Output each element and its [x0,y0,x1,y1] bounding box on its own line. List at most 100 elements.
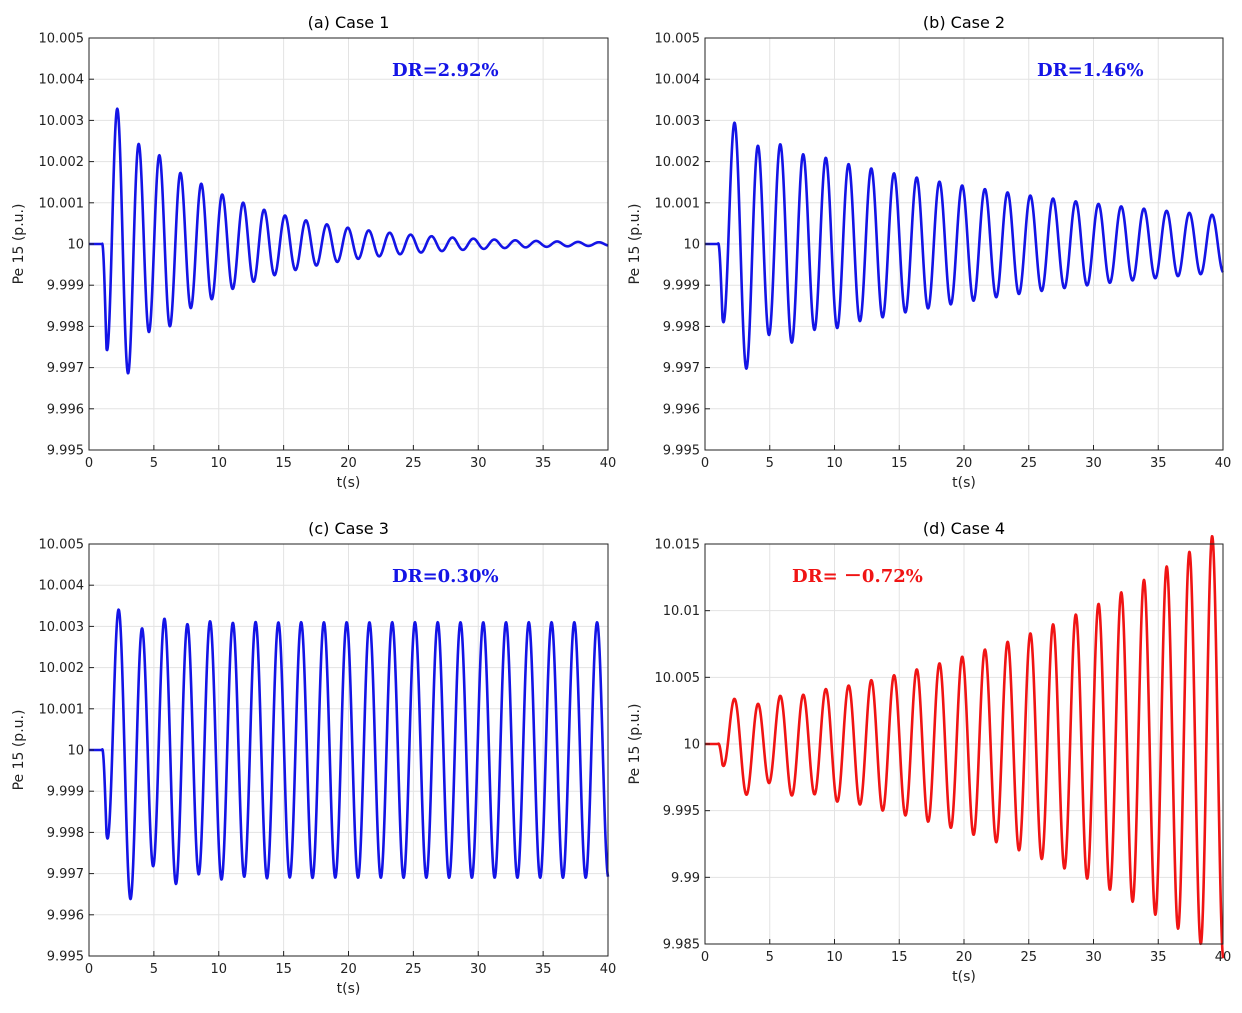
x-tick-label: 15 [891,456,908,471]
y-tick-label: 9.997 [663,361,700,376]
chart-title: (b) Case 2 [923,13,1005,32]
y-tick-label: 10.001 [39,702,85,717]
x-tick-label: 35 [1150,456,1167,471]
y-tick-label: 10.002 [39,155,85,170]
y-axis-label: Pe 15 (p.u.) [627,204,643,285]
y-tick-label: 10.002 [39,661,85,676]
y-tick-label: 10.01 [663,604,700,619]
chart-title: (a) Case 1 [308,13,390,32]
x-tick-label: 5 [150,962,158,977]
x-tick-label: 5 [766,456,774,471]
y-tick-label: 10.005 [655,32,701,47]
y-tick-label: 9.995 [663,804,700,819]
y-tick-label: 9.995 [47,444,84,459]
x-tick-label: 5 [766,950,774,965]
y-tick-label: 9.99 [671,871,700,886]
x-tick-label: 0 [85,962,93,977]
y-tick-label: 10.003 [39,114,85,129]
panel-case-2: 0 5 10 15 20 25 30 35 40 9.995 9.996 9.997 9.998 9.99… [627,13,1231,491]
damping-ratio-annotation: DR= －0.72% [792,566,923,587]
y-tick-label: 10 [67,238,84,253]
x-tick-label: 30 [1085,456,1102,471]
x-tick-label: 10 [210,962,227,977]
panel-case-3: 0 5 10 15 20 25 30 35 40 9.995 9.996 9.997 9.998 9.99… [11,519,616,997]
x-tick-label: 30 [470,456,487,471]
y-tick-label: 9.998 [47,826,84,841]
x-tick-label: 40 [1215,950,1232,965]
chart-title: (c) Case 3 [308,519,389,538]
y-tick-label: 9.995 [663,444,700,459]
y-tick-label: 9.997 [47,867,84,882]
x-tick-label: 15 [275,456,292,471]
x-tick-label: 5 [150,456,158,471]
chart-title: (d) Case 4 [923,519,1005,538]
y-tick-label: 9.999 [47,785,84,800]
damping-ratio-annotation: DR=0.30% [392,566,499,587]
series-line [88,608,610,901]
y-tick-label: 10.005 [39,32,85,47]
y-tick-label: 9.996 [663,402,700,417]
y-tick-label: 9.996 [47,908,84,923]
y-tick-label: 10.004 [39,579,85,594]
panel-case-4: 0 5 10 15 20 25 30 35 40 9.985 9.99 9.995 10 10.005 10… [627,519,1231,985]
y-axis-label: Pe 15 (p.u.) [11,204,27,285]
x-tick-label: 20 [340,456,357,471]
y-tick-label: 10.003 [655,114,701,129]
damping-ratio-annotation: DR=1.46% [1037,60,1144,81]
x-tick-label: 35 [535,456,552,471]
x-tick-label: 10 [210,456,227,471]
x-tick-label: 25 [405,456,422,471]
x-tick-label: 20 [956,950,973,965]
y-axis-label: Pe 15 (p.u.) [627,704,643,785]
y-tick-label: 9.999 [663,279,700,294]
x-tick-label: 35 [1150,950,1167,965]
y-tick-label: 10.002 [655,155,701,170]
y-tick-label: 9.996 [47,402,84,417]
y-tick-label: 9.985 [663,938,700,953]
x-tick-label: 0 [701,456,709,471]
y-tick-label: 10.015 [655,538,701,553]
x-tick-label: 0 [85,456,93,471]
y-tick-label: 9.998 [663,320,700,335]
x-tick-label: 10 [826,456,843,471]
y-tick-label: 10 [683,738,700,753]
y-tick-label: 10.004 [39,73,85,88]
x-axis-label: t(s) [337,475,361,491]
y-tick-label: 9.998 [47,320,84,335]
panel-case-1: 0 5 10 15 20 25 30 35 40 9.995 9.996 9.997 9.998 9.99… [11,13,616,491]
x-tick-label: 30 [470,962,487,977]
x-tick-label: 20 [340,962,357,977]
y-axis-label: Pe 15 (p.u.) [11,710,27,791]
damping-ratio-annotation: DR=2.92% [392,60,499,81]
x-tick-label: 15 [275,962,292,977]
x-tick-label: 20 [956,456,973,471]
x-tick-label: 10 [826,950,843,965]
series-line [704,121,1225,370]
y-tick-label: 10.003 [39,620,85,635]
x-tick-label: 25 [1020,950,1037,965]
x-tick-label: 35 [535,962,552,977]
x-tick-label: 30 [1085,950,1102,965]
y-tick-label: 9.995 [47,950,84,965]
x-tick-label: 40 [600,456,617,471]
y-tick-label: 10.005 [655,671,701,686]
y-tick-label: 10.004 [655,73,701,88]
y-tick-label: 10.001 [655,196,701,211]
x-tick-label: 0 [701,950,709,965]
y-tick-label: 10.001 [39,196,85,211]
y-tick-label: 9.999 [47,279,84,294]
x-tick-label: 40 [1215,456,1232,471]
series-line [88,107,609,375]
x-axis-label: t(s) [952,969,976,985]
y-tick-label: 10.005 [39,538,85,553]
y-tick-label: 10 [683,238,700,253]
x-tick-label: 15 [891,950,908,965]
series-line [704,534,1225,959]
x-axis-label: t(s) [337,981,361,997]
x-tick-label: 40 [600,962,617,977]
y-tick-label: 10 [67,744,84,759]
x-axis-label: t(s) [952,475,976,491]
x-tick-label: 25 [1020,456,1037,471]
x-tick-label: 25 [405,962,422,977]
